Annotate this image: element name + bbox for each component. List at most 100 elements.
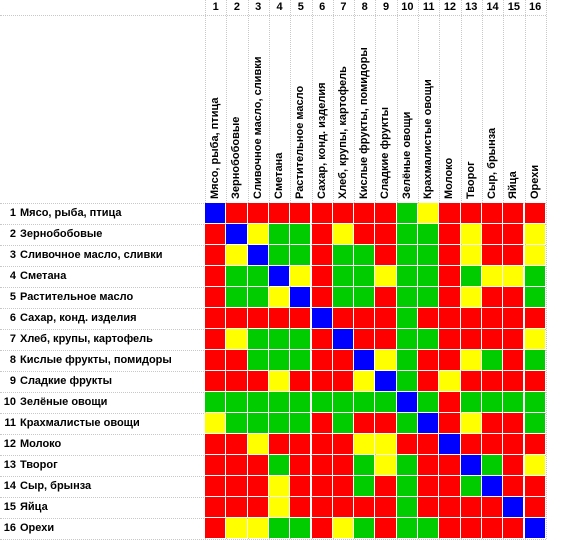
compatibility-cell (226, 497, 247, 517)
compatibility-cell (205, 203, 226, 223)
compatibility-cell (354, 434, 375, 454)
compatibility-cell (375, 434, 396, 454)
column-label: Молоко (443, 157, 456, 199)
row-number: 16 (3, 522, 16, 534)
row-label: Творог (20, 459, 58, 471)
compatibility-cell (311, 350, 332, 370)
column-number: 14 (486, 1, 499, 13)
compatibility-cell (524, 266, 545, 286)
column-label: Творог (464, 161, 477, 199)
compatibility-cell (396, 287, 417, 307)
compatibility-cell (205, 308, 226, 328)
compatibility-cell (524, 434, 545, 454)
compatibility-cell (311, 308, 332, 328)
column-label: Сметана (272, 152, 285, 199)
compatibility-cell (503, 371, 524, 391)
row-number: 14 (3, 480, 16, 492)
compatibility-cell (247, 350, 268, 370)
compatibility-cell (524, 329, 545, 349)
column-label: Сладкие фрукты (379, 106, 392, 199)
row-number: 5 (9, 291, 16, 303)
compatibility-cell (460, 329, 481, 349)
column-label: Сливочное масло, сливки (251, 56, 264, 199)
compatibility-cell (460, 308, 481, 328)
compatibility-cell (396, 308, 417, 328)
compatibility-cell (460, 287, 481, 307)
compatibility-cell (375, 245, 396, 265)
compatibility-cell (439, 371, 460, 391)
compatibility-cell (247, 518, 268, 538)
compatibility-cell (247, 329, 268, 349)
compatibility-cell (332, 224, 354, 244)
compatibility-cell (354, 413, 375, 433)
compatibility-cell (439, 413, 460, 433)
row-label: Сливочное масло, сливки (20, 249, 163, 261)
compatibility-cell (439, 266, 460, 286)
compatibility-cell (311, 455, 332, 475)
row-label: Кислые фрукты, помидоры (20, 354, 172, 366)
compatibility-cell (375, 497, 396, 517)
compatibility-cell (418, 245, 439, 265)
column-label: Яйца (507, 171, 520, 199)
compatibility-cell (332, 497, 354, 517)
compatibility-cell (332, 203, 354, 223)
compatibility-cell (268, 371, 290, 391)
compatibility-cell (290, 371, 311, 391)
compatibility-cell (205, 371, 226, 391)
compatibility-cell (290, 455, 311, 475)
compatibility-cell (481, 224, 503, 244)
row-label: Зелёные овощи (20, 396, 108, 408)
compatibility-cell (375, 203, 396, 223)
compatibility-cell (481, 434, 503, 454)
column-number: 16 (529, 1, 542, 13)
compatibility-cell (311, 245, 332, 265)
compatibility-cell (332, 371, 354, 391)
compatibility-cell (226, 455, 247, 475)
compatibility-cell (524, 371, 545, 391)
compatibility-cell (524, 476, 545, 496)
compatibility-cell (375, 287, 396, 307)
compatibility-cell (290, 266, 311, 286)
compatibility-cell (503, 245, 524, 265)
compatibility-cell (439, 476, 460, 496)
compatibility-cell (354, 287, 375, 307)
compatibility-cell (226, 371, 247, 391)
compatibility-cell (524, 497, 545, 517)
compatibility-cell (503, 287, 524, 307)
compatibility-cell (503, 308, 524, 328)
compatibility-cell (268, 350, 290, 370)
compatibility-cell (311, 371, 332, 391)
compatibility-cell (503, 413, 524, 433)
column-label: Хлеб, крупы, картофель (336, 66, 349, 199)
compatibility-cell (332, 413, 354, 433)
column-number: 1 (212, 1, 219, 13)
compatibility-cell (481, 266, 503, 286)
compatibility-cell (247, 371, 268, 391)
compatibility-cell (503, 266, 524, 286)
compatibility-cell (524, 392, 545, 412)
compatibility-cell (268, 497, 290, 517)
compatibility-cell (290, 224, 311, 244)
row-label: Сахар, конд. изделия (20, 312, 137, 324)
compatibility-cell (396, 245, 417, 265)
compatibility-cell (418, 350, 439, 370)
compatibility-cell (396, 371, 417, 391)
compatibility-cell (226, 224, 247, 244)
compatibility-cell (268, 455, 290, 475)
compatibility-cell (439, 203, 460, 223)
compatibility-cell (396, 497, 417, 517)
compatibility-cell (439, 497, 460, 517)
compatibility-cell (311, 476, 332, 496)
compatibility-cell (375, 392, 396, 412)
grid-line-vertical (545, 0, 547, 539)
compatibility-cell (247, 392, 268, 412)
compatibility-cell (247, 308, 268, 328)
compatibility-cell (268, 203, 290, 223)
compatibility-cell (524, 203, 545, 223)
compatibility-cell (226, 476, 247, 496)
column-label: Мясо, рыба, птица (209, 97, 221, 199)
compatibility-cell (311, 287, 332, 307)
compatibility-cell (418, 497, 439, 517)
row-label: Орехи (20, 522, 55, 534)
compatibility-cell (439, 245, 460, 265)
